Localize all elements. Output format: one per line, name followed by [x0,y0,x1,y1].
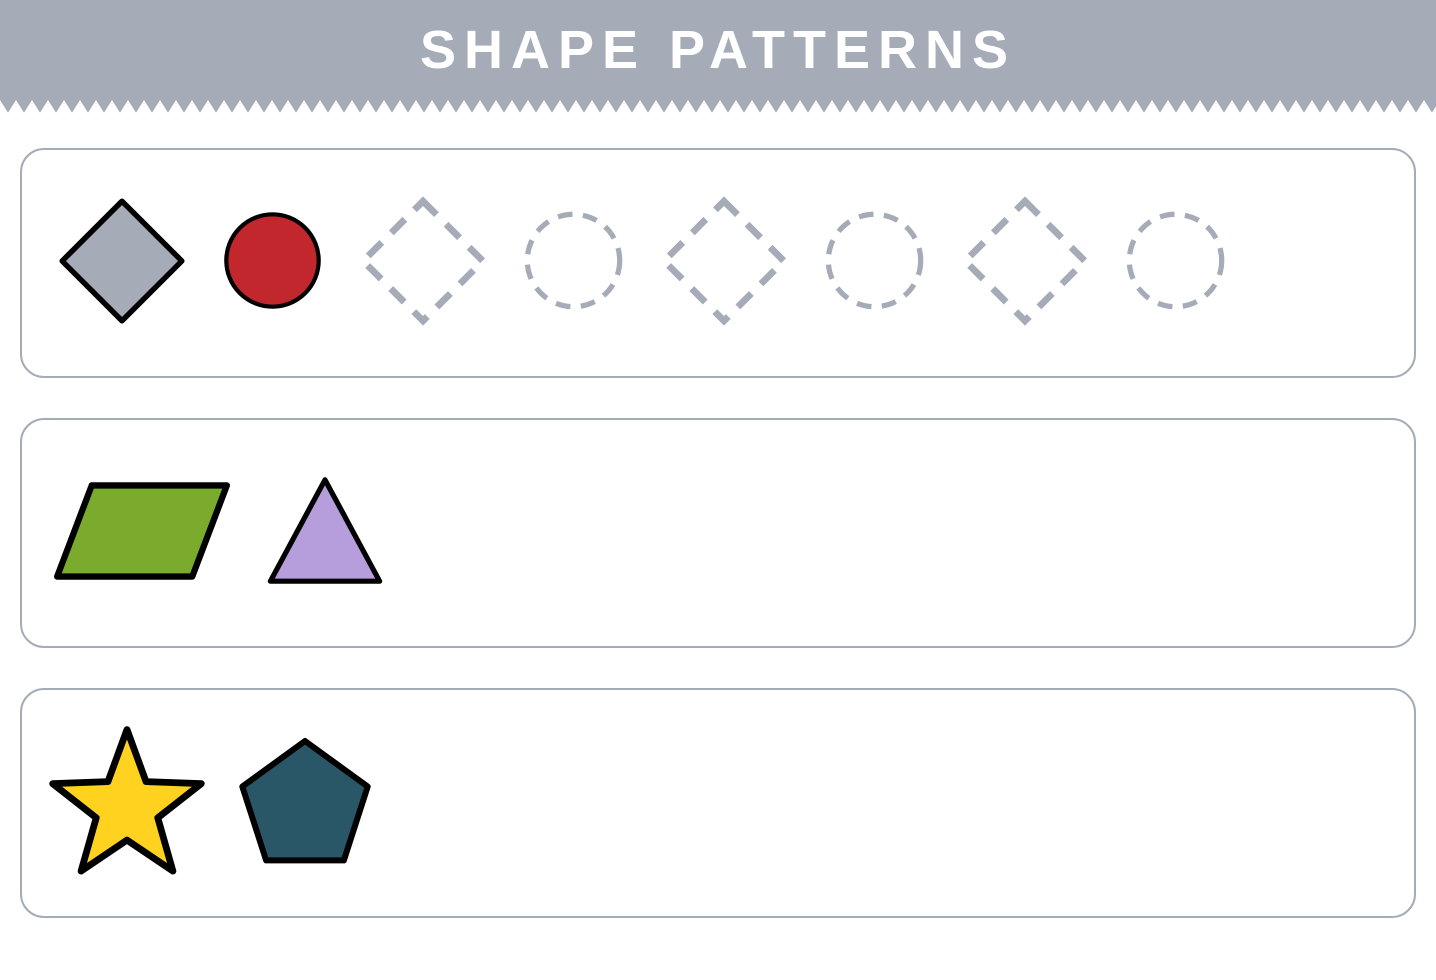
shape-slot [230,726,380,881]
shape-slot [42,476,242,591]
shape-slot [945,193,1105,334]
pentagon-shape [230,726,380,876]
rhombus-shape [42,193,202,329]
worksheet-header: SHAPE PATTERNS [0,0,1436,118]
zigzag-divider [0,100,1436,118]
header-bar: SHAPE PATTERNS [0,0,1436,100]
shape-slot [42,716,212,891]
shape-slot [644,193,804,334]
circle-shape [1123,208,1228,313]
shape-slot [343,193,503,334]
circle-shape [822,208,927,313]
shape-slot [42,193,202,334]
pattern-row [20,688,1416,918]
star-shape [42,716,212,886]
triangle-shape [260,472,390,589]
pattern-row [20,418,1416,648]
rhombus-shape [945,193,1105,329]
circle-shape [521,208,626,313]
rhombus-shape [644,193,804,329]
shape-slot [521,208,626,318]
circle-shape [220,208,325,313]
shape-slot [220,208,325,318]
shape-slot [1123,208,1228,318]
worksheet-content [0,118,1436,938]
parallelogram-shape [42,476,242,586]
pattern-row [20,148,1416,378]
shape-slot [822,208,927,318]
shape-slot [260,472,390,594]
page-title: SHAPE PATTERNS [420,19,1016,81]
rhombus-shape [343,193,503,329]
